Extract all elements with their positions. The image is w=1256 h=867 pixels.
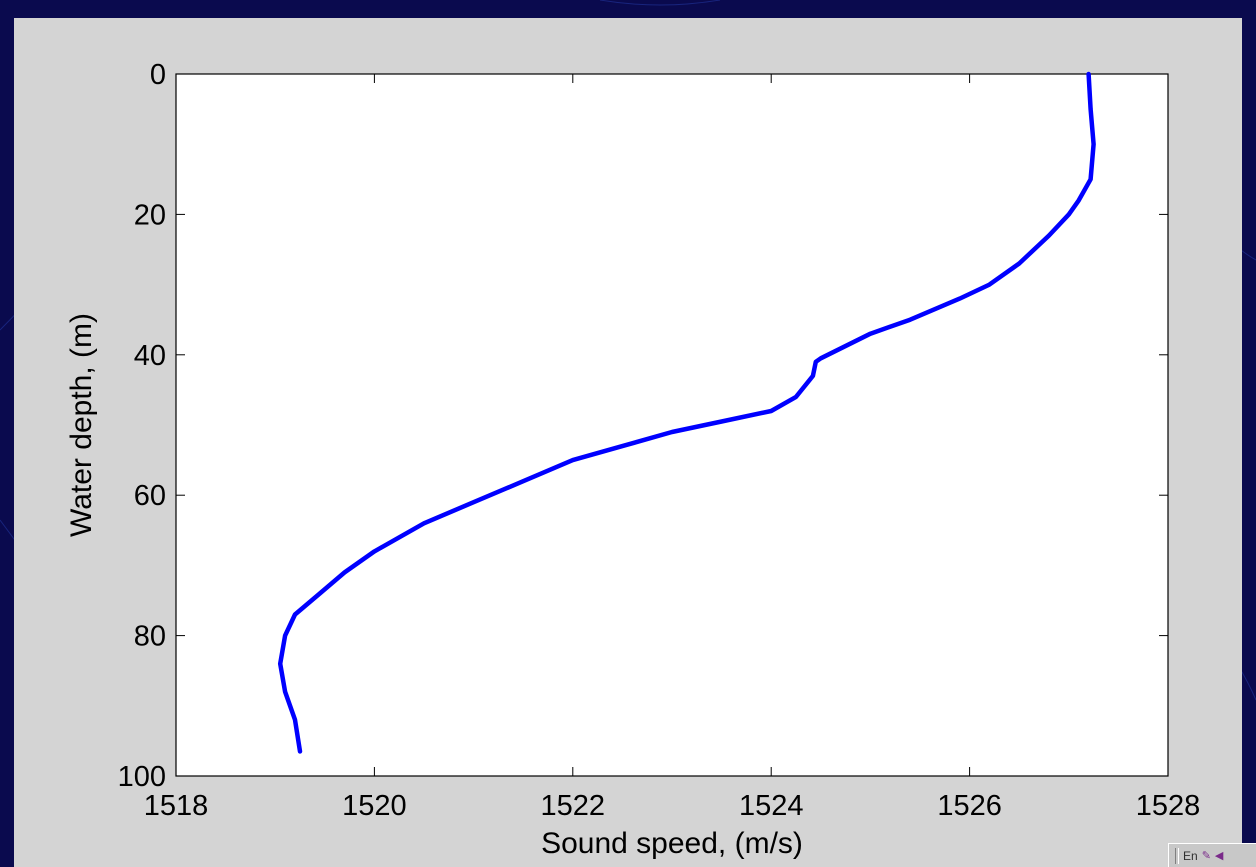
y-tick-label: 0 bbox=[150, 59, 166, 91]
x-tick-label: 1520 bbox=[342, 790, 407, 822]
y-tick-label: 40 bbox=[134, 340, 166, 372]
tray-separator bbox=[1175, 847, 1179, 864]
y-tick-label: 60 bbox=[134, 480, 166, 512]
depth-sound-speed-chart: 1518 1520 1522 1524 1526 1528 0 20 40 60 80 100 So… bbox=[65, 59, 1201, 860]
y-tick-label: 100 bbox=[118, 761, 166, 793]
system-tray: En ✎ ◀ bbox=[1168, 843, 1256, 867]
x-axis-label: Sound speed, (m/s) bbox=[541, 827, 803, 860]
pen-icon[interactable]: ✎ bbox=[1201, 850, 1211, 862]
y-ticks: 0 20 40 60 80 100 bbox=[118, 59, 1168, 793]
x-tick-label: 1524 bbox=[739, 790, 804, 822]
x-tick-label: 1526 bbox=[937, 790, 1002, 822]
x-ticks: 1518 1520 1522 1524 1526 1528 bbox=[144, 74, 1201, 822]
x-tick-label: 1522 bbox=[541, 790, 606, 822]
language-indicator[interactable]: En bbox=[1183, 848, 1198, 863]
figure-panel: 1518 1520 1522 1524 1526 1528 0 20 40 60 80 100 So… bbox=[14, 18, 1242, 867]
x-tick-label: 1518 bbox=[144, 790, 209, 822]
sound-speed-profile-line bbox=[277, 71, 1096, 754]
y-axis-label: Water depth, (m) bbox=[65, 313, 98, 537]
speaker-icon[interactable]: ◀ bbox=[1214, 850, 1224, 862]
plot-area bbox=[175, 73, 1169, 777]
x-tick-label: 1528 bbox=[1136, 790, 1201, 822]
y-tick-label: 20 bbox=[134, 199, 166, 231]
y-tick-label: 80 bbox=[134, 621, 166, 653]
